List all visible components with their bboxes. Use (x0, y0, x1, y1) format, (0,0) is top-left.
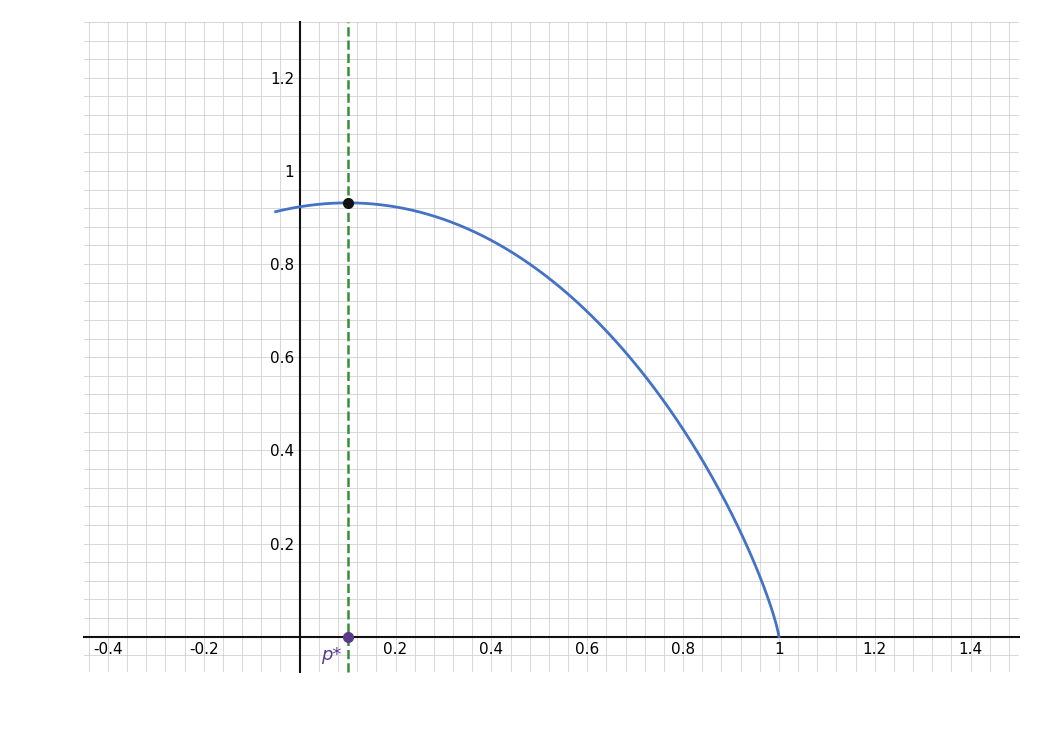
Text: p*: p* (321, 646, 341, 664)
